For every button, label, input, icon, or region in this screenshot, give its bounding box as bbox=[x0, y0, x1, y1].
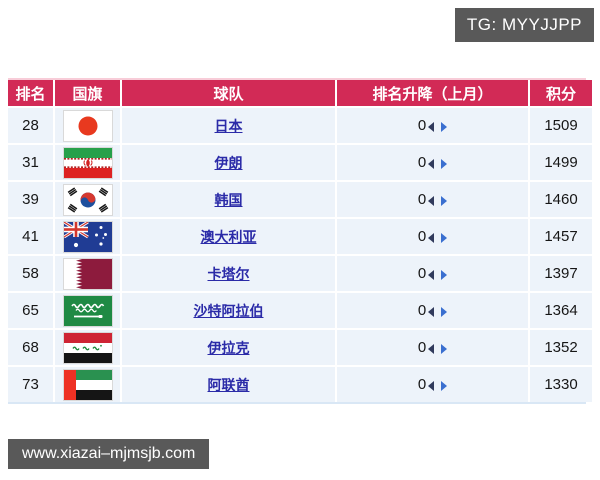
rank-change-right-icon bbox=[441, 195, 448, 206]
points-cell: 1509 bbox=[530, 108, 592, 143]
australia-flag-icon bbox=[62, 220, 113, 253]
rank-change-right-icon bbox=[441, 121, 448, 132]
rank-change-left-icon bbox=[428, 232, 435, 243]
rank-change-right-icon bbox=[441, 232, 448, 243]
rank-change-value: 0 bbox=[417, 339, 427, 356]
rank-change-left-icon bbox=[428, 306, 435, 317]
column-header-flag: 国旗 bbox=[55, 80, 120, 106]
points-cell: 1352 bbox=[530, 330, 592, 365]
team-link-iraq[interactable]: 伊拉克 bbox=[207, 339, 250, 356]
column-header-rank: 排名 bbox=[8, 80, 53, 106]
rank-cell: 68 bbox=[8, 330, 53, 365]
change-cell: 0 bbox=[337, 108, 528, 143]
rank-change-left-icon bbox=[428, 269, 435, 280]
team-link-japan[interactable]: 日本 bbox=[214, 117, 243, 134]
flag-cell bbox=[55, 219, 120, 254]
saudi-arabia-flag-icon bbox=[62, 294, 113, 327]
change-cell: 0 bbox=[337, 145, 528, 180]
change-cell: 0 bbox=[337, 219, 528, 254]
team-link-south-korea[interactable]: 韩国 bbox=[214, 191, 243, 208]
points-cell: 1499 bbox=[530, 145, 592, 180]
iraq-flag-icon bbox=[62, 331, 113, 364]
team-cell: 伊拉克 bbox=[122, 330, 335, 365]
team-cell: 澳大利亚 bbox=[122, 219, 335, 254]
flag-cell bbox=[55, 145, 120, 180]
tg-contact-badge: TG: MYYJJPP bbox=[454, 8, 594, 42]
change-cell: 0 bbox=[337, 182, 528, 217]
rank-cell: 41 bbox=[8, 219, 53, 254]
rank-change-left-icon bbox=[428, 343, 435, 354]
rank-change-right-icon bbox=[441, 306, 448, 317]
rank-change-right-icon bbox=[441, 269, 448, 280]
rank-change-value: 0 bbox=[417, 117, 427, 134]
change-cell: 0 bbox=[337, 256, 528, 291]
rank-cell: 73 bbox=[8, 367, 53, 402]
rank-change-left-icon bbox=[428, 158, 435, 169]
rank-change-right-icon bbox=[441, 380, 448, 391]
rank-cell: 39 bbox=[8, 182, 53, 217]
column-header-points: 积分 bbox=[530, 80, 592, 106]
change-cell: 0 bbox=[337, 330, 528, 365]
change-cell: 0 bbox=[337, 293, 528, 328]
rank-cell: 28 bbox=[8, 108, 53, 143]
team-cell: 韩国 bbox=[122, 182, 335, 217]
team-cell: 伊朗 bbox=[122, 145, 335, 180]
change-cell: 0 bbox=[337, 367, 528, 402]
rank-change-right-icon bbox=[441, 343, 448, 354]
team-link-australia[interactable]: 澳大利亚 bbox=[200, 228, 257, 245]
uae-flag-icon bbox=[62, 368, 113, 401]
column-header-change: 排名升降（上月） bbox=[337, 80, 528, 106]
japan-flag-icon bbox=[62, 109, 113, 142]
rank-change-value: 0 bbox=[417, 228, 427, 245]
team-cell: 日本 bbox=[122, 108, 335, 143]
points-cell: 1364 bbox=[530, 293, 592, 328]
team-link-uae[interactable]: 阿联酋 bbox=[207, 376, 250, 393]
rank-cell: 31 bbox=[8, 145, 53, 180]
team-cell: 沙特阿拉伯 bbox=[122, 293, 335, 328]
flag-cell bbox=[55, 182, 120, 217]
rank-change-value: 0 bbox=[417, 302, 427, 319]
team-cell: 阿联酋 bbox=[122, 367, 335, 402]
flag-cell bbox=[55, 367, 120, 402]
site-watermark: www.xiazai–mjmsjb.com bbox=[8, 439, 210, 469]
points-cell: 1457 bbox=[530, 219, 592, 254]
rank-change-value: 0 bbox=[417, 376, 427, 393]
team-cell: 卡塔尔 bbox=[122, 256, 335, 291]
rank-change-value: 0 bbox=[417, 191, 427, 208]
rank-change-value: 0 bbox=[417, 154, 427, 171]
rank-cell: 58 bbox=[8, 256, 53, 291]
flag-cell bbox=[55, 256, 120, 291]
south-korea-flag-icon bbox=[62, 183, 113, 216]
rank-change-right-icon bbox=[441, 158, 448, 169]
rank-change-left-icon bbox=[428, 380, 435, 391]
points-cell: 1330 bbox=[530, 367, 592, 402]
flag-cell bbox=[55, 330, 120, 365]
flag-cell bbox=[55, 108, 120, 143]
flag-cell bbox=[55, 293, 120, 328]
rank-cell: 65 bbox=[8, 293, 53, 328]
points-cell: 1397 bbox=[530, 256, 592, 291]
ranking-table: 排名 国旗 球队 排名升降（上月） 积分 28 日本 0 1509 31 bbox=[8, 78, 592, 404]
rank-change-left-icon bbox=[428, 121, 435, 132]
qatar-flag-icon bbox=[62, 257, 113, 290]
team-link-saudi-arabia[interactable]: 沙特阿拉伯 bbox=[193, 302, 264, 319]
rank-change-value: 0 bbox=[417, 265, 427, 282]
rank-change-left-icon bbox=[428, 195, 435, 206]
team-link-iran[interactable]: 伊朗 bbox=[214, 154, 243, 171]
team-link-qatar[interactable]: 卡塔尔 bbox=[207, 265, 250, 282]
points-cell: 1460 bbox=[530, 182, 592, 217]
iran-flag-icon bbox=[62, 146, 113, 179]
column-header-team: 球队 bbox=[122, 80, 335, 106]
